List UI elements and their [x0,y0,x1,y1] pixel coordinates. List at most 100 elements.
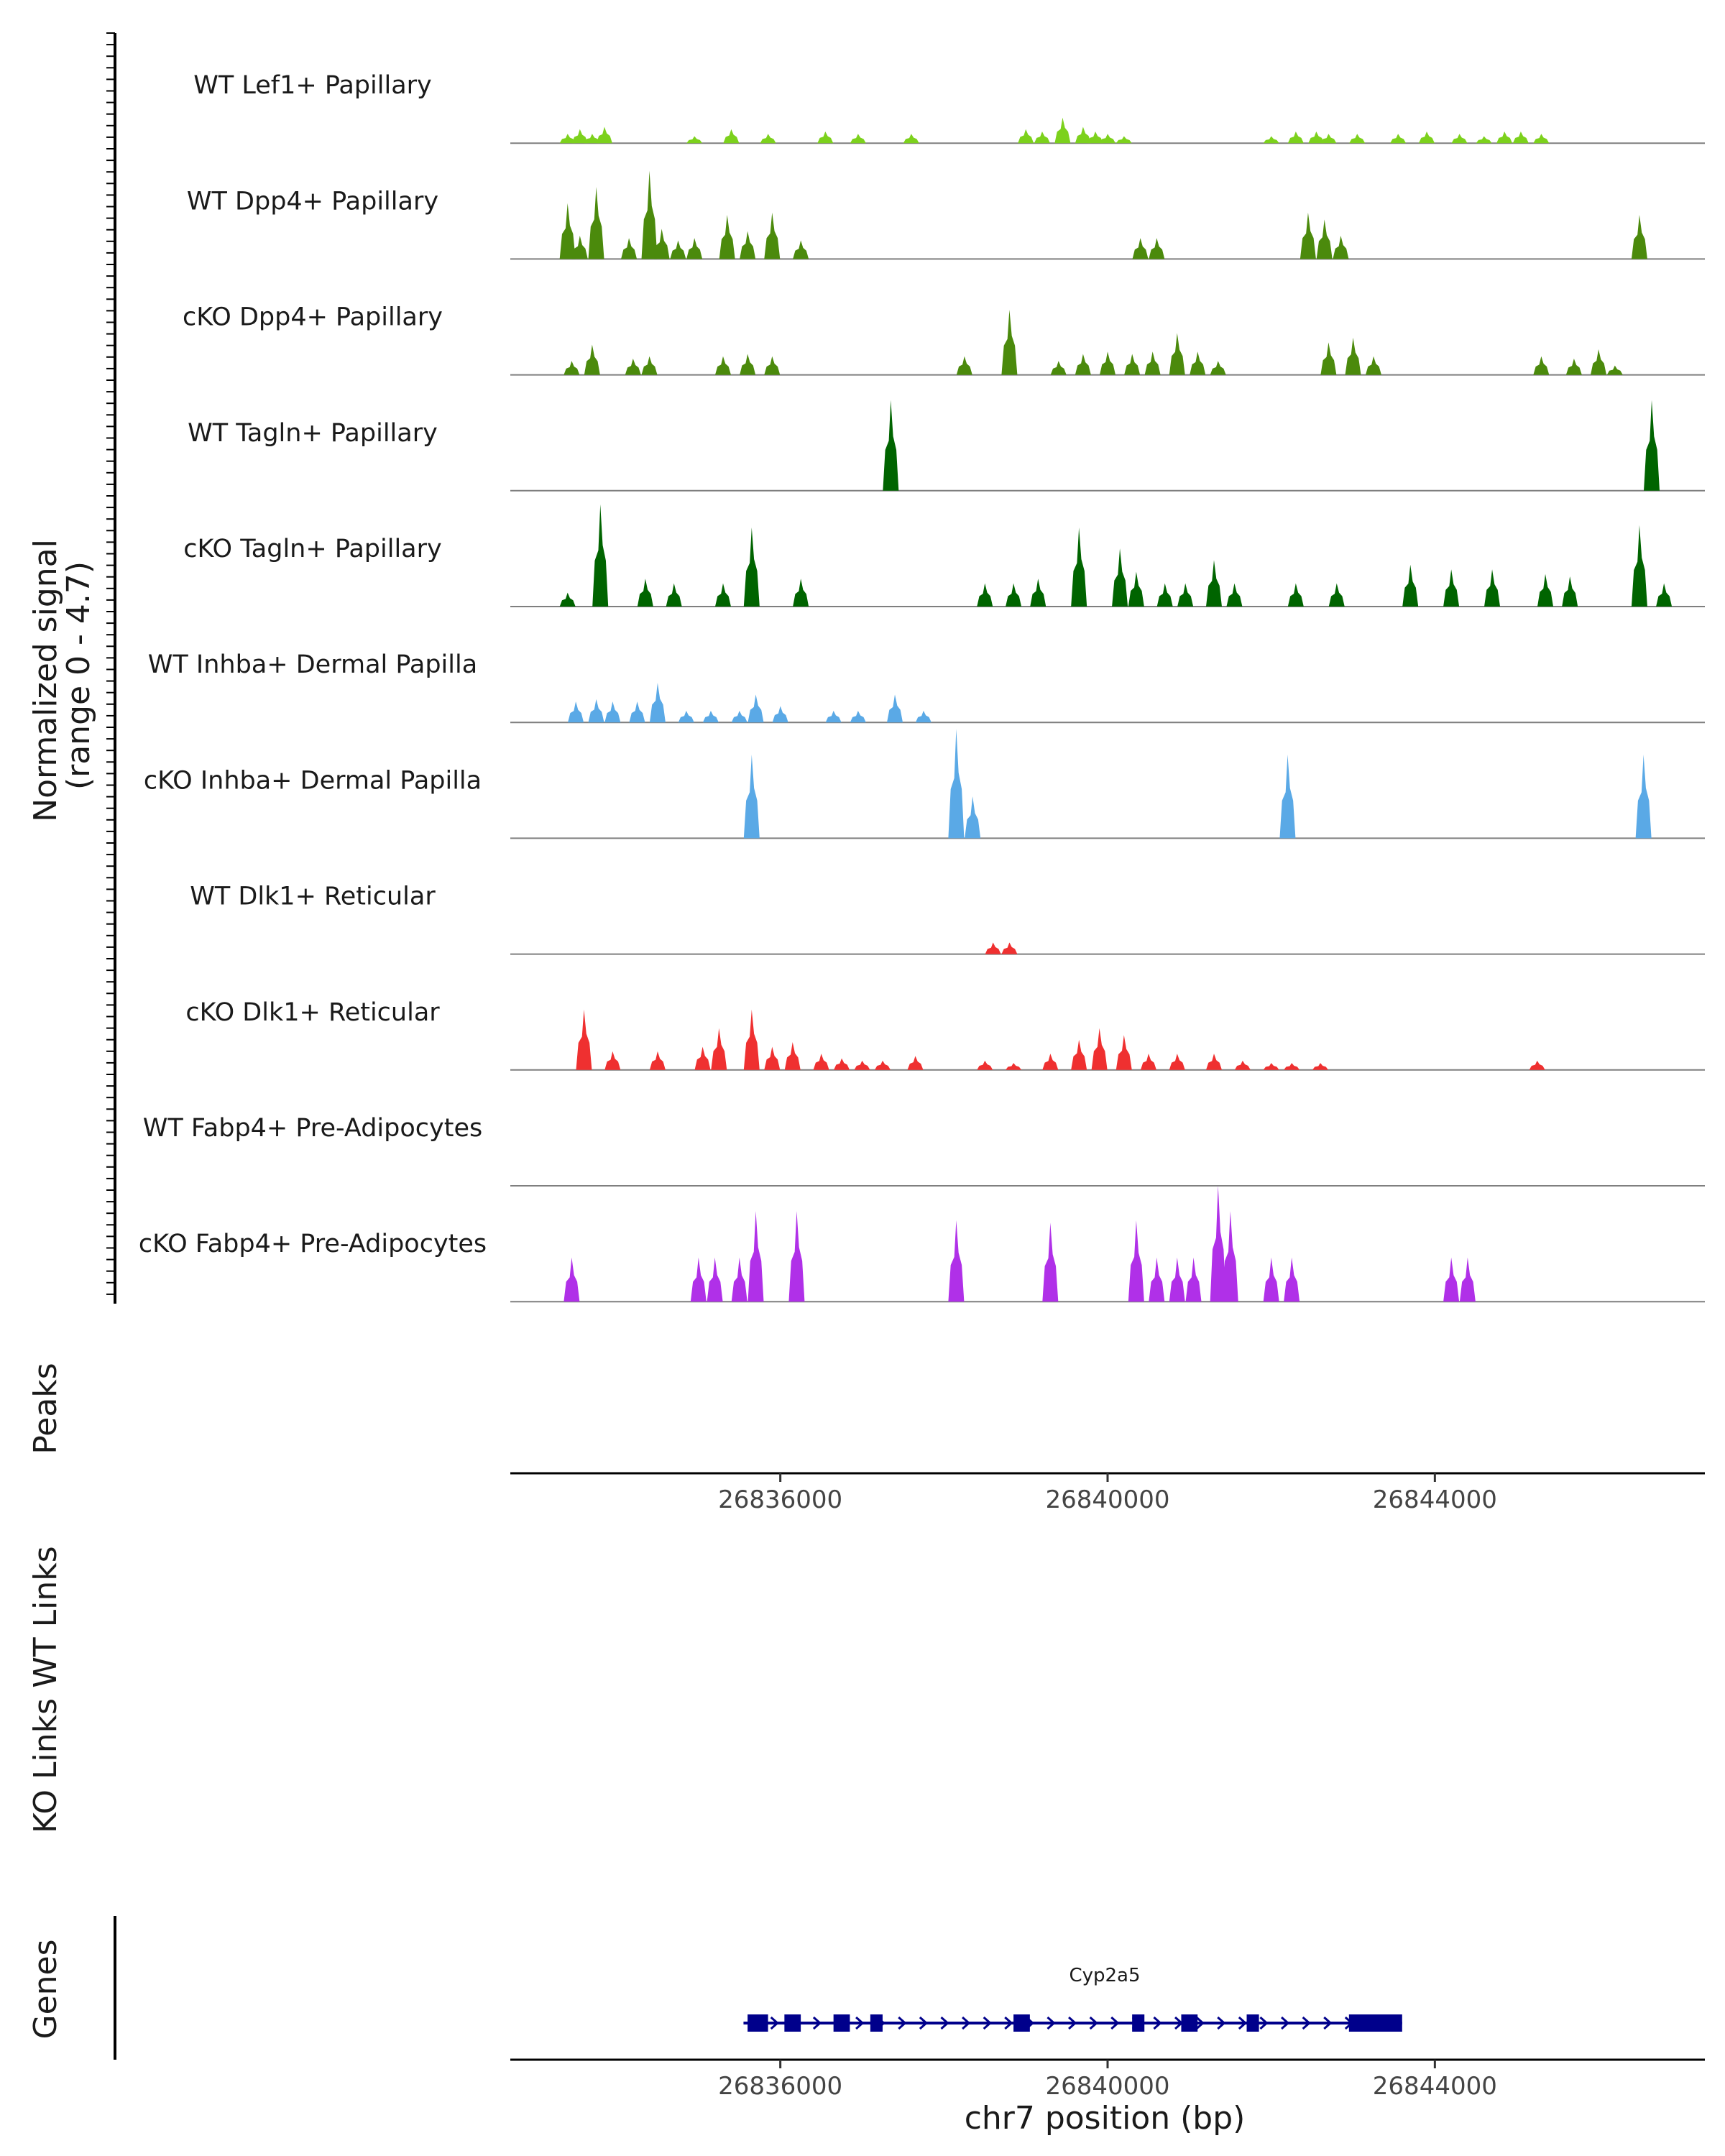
signal-peak [793,240,809,259]
signal-peak [1287,132,1304,144]
signal-peak [621,238,638,259]
signal-peak [564,1257,580,1302]
signal-peak [670,240,686,259]
strand-arrow [1153,2016,1162,2030]
signal-peak [1185,1257,1202,1302]
signal-peak [1308,132,1325,144]
signal-peak [740,231,756,259]
signal-peak [760,134,776,144]
gene-exon [1246,2014,1259,2032]
signal-peak [793,579,809,607]
signal-peak [1144,351,1161,375]
strand-arrow [1195,2016,1205,2030]
signal-peak [1169,1054,1185,1070]
gene-exon [1181,2014,1198,2032]
gene-exon [784,2014,801,2032]
signal-peak [637,579,653,607]
track-label: cKO Dpp4+ Papillary [183,303,443,332]
signal-peak [1128,1220,1144,1302]
strand-arrow [1323,2016,1333,2030]
signal-peak [1263,1063,1279,1070]
signal-peak [1071,1039,1087,1070]
track-label: cKO Dlk1+ Reticular [185,998,440,1027]
track-label: cKO Tagln+ Papillary [183,535,442,563]
strand-arrow [983,2016,992,2030]
signal-peak [887,694,903,723]
signal-peak [764,1046,781,1070]
signal-peak [915,711,932,723]
signal-peak [1631,214,1647,259]
signal-peak [649,1051,666,1070]
signal-peak [1190,351,1206,375]
signal-peak [1169,333,1185,375]
signal-peak [1316,219,1333,259]
signal-peak [1210,361,1226,375]
signal-peak [1169,1257,1185,1302]
signal-peak [1287,583,1304,607]
gene-exon [1013,2014,1030,2032]
signal-peak [834,1058,850,1070]
signal-peak [1205,1054,1222,1070]
signal-peak [1537,573,1554,607]
signal-peak [1006,1063,1022,1070]
signal-peak [690,1257,707,1302]
strand-arrow [919,2016,929,2030]
signal-peak [1279,754,1296,839]
gene-exon [1348,2014,1402,2032]
signal-peak [1533,356,1550,375]
signal-peak [1476,136,1492,144]
peaks-x-ticks: 26836000 26840000 26844000 [718,1473,1497,1514]
gene-model-cyp2a5 [743,2014,1402,2032]
signal-peak [764,356,781,375]
strand-arrow [1281,2016,1290,2030]
signal-peak [825,711,842,723]
strand-arrow [1259,2016,1269,2030]
track-label: WT Dpp4+ Papillary [187,187,438,216]
signal-peak [1042,1222,1059,1302]
signal-peak [641,170,658,259]
signal-peak [653,229,670,259]
signal-peak [1591,349,1607,375]
signal-peak [711,1028,727,1070]
signal-peak [764,212,781,259]
signal-peak [694,1046,711,1070]
signal-peak [625,358,641,375]
signal-peak [1300,212,1316,259]
signal-peak [1390,134,1407,144]
track-wt-dlk1-reticular: WT Dlk1+ Reticular [190,883,1705,955]
signal-peak [907,1056,924,1070]
signal-peak [850,711,866,723]
track-wt-lef1-papillary: WT Lef1+ Papillary [193,71,1705,144]
strand-arrow [1238,2016,1248,2030]
gene-exon [870,2014,883,2032]
signal-peak [1565,358,1582,375]
signal-peak [850,134,866,144]
signal-peak [1562,576,1578,607]
strand-arrow [1089,2016,1098,2030]
signal-peak [743,754,760,839]
track-label: WT Lef1+ Papillary [193,71,432,100]
signal-peak [1512,132,1529,144]
signal-peak [1075,354,1091,375]
strand-arrow [812,2016,822,2030]
x-tick-label: 26844000 [1373,2072,1497,2101]
signal-peak [1533,134,1550,144]
signal-peak [813,1054,829,1070]
signal-peak [1631,525,1647,607]
signal-peak [584,344,600,375]
signal-peak [740,354,756,375]
strand-arrow [940,2016,949,2030]
signal-peak [568,701,584,723]
gene-name-label: Cyp2a5 [1069,1965,1140,1986]
signal-peak [977,1060,993,1070]
track-label: cKO Inhba+ Dermal Papilla [144,766,482,795]
track-cko-tagln-papillary: cKO Tagln+ Papillary [183,504,1705,607]
signal-peak [817,132,834,144]
signal-peak [748,1211,764,1302]
signal-peak [686,238,703,259]
signal-peak [1042,1054,1059,1070]
strand-arrow [1068,2016,1077,2030]
signal-peak [1116,136,1132,144]
signal-peak [1484,569,1501,607]
